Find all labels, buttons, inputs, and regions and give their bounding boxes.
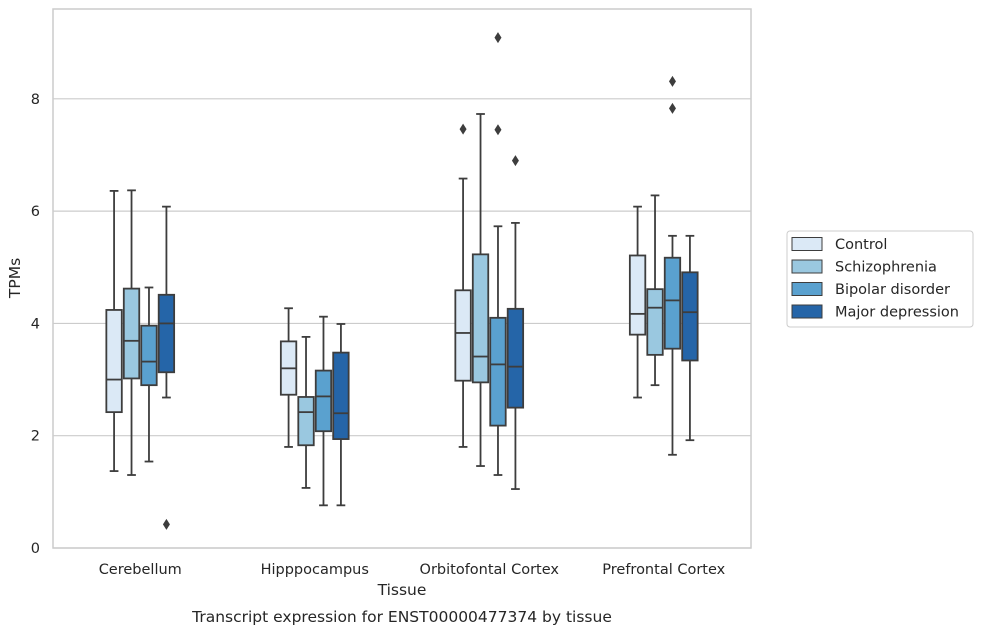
outlier-marker	[459, 123, 467, 135]
box-body	[140, 324, 158, 387]
box-bipolar-disorder	[489, 32, 507, 476]
box-body	[471, 253, 490, 384]
x-tick-label: Cerebellum	[99, 562, 182, 578]
box-control	[628, 205, 647, 399]
box-body	[105, 309, 123, 414]
y-tick-label: 8	[31, 92, 40, 108]
box-body	[157, 293, 176, 374]
outlier-marker	[162, 518, 170, 530]
x-tick-label: Orbitofontal Cortex	[420, 562, 560, 578]
legend-frame	[786, 230, 974, 328]
x-tick-label: Prefrontal Cortex	[602, 562, 725, 578]
chart-caption: Transcript expression for ENST0000047737…	[191, 608, 612, 626]
box-body	[489, 316, 507, 427]
box-control	[105, 190, 123, 472]
outlier-marker	[494, 32, 502, 44]
box-body	[628, 254, 647, 336]
box-bipolar-disorder	[663, 75, 682, 456]
legend-swatch	[791, 304, 823, 319]
box-control	[279, 307, 298, 448]
box-body	[681, 271, 699, 362]
y-axis-label: TPMs	[6, 258, 24, 299]
box-body	[646, 288, 664, 356]
outlier-marker	[494, 124, 502, 136]
box-schizophrenia	[297, 335, 315, 489]
box-control	[454, 123, 472, 448]
box-schizophrenia	[122, 189, 141, 476]
outlier-marker	[511, 155, 519, 167]
legend: Control Schizophrenia Bipolar disorder Majo…	[786, 230, 974, 328]
outlier-marker	[668, 102, 676, 114]
legend-swatch	[791, 237, 823, 251]
y-tick-label: 2	[31, 429, 40, 445]
y-tick-label: 0	[31, 541, 40, 557]
box-body	[297, 396, 315, 447]
y-tick-label: 6	[31, 204, 40, 220]
box-bipolar-disorder	[140, 286, 158, 463]
box-bipolar-disorder	[314, 315, 333, 507]
legend-label: Control	[835, 237, 887, 253]
box-body	[314, 369, 333, 433]
box-body	[332, 351, 350, 440]
legend-label: Major depression	[835, 305, 959, 321]
x-tick-label: Hipppocampus	[261, 562, 369, 578]
box-major-depression	[681, 234, 699, 442]
box-groups	[105, 32, 699, 530]
box-body	[506, 307, 525, 409]
gridlines	[53, 98, 751, 549]
legend-label: Bipolar disorder	[835, 282, 950, 298]
box-schizophrenia	[471, 113, 490, 467]
outlier-marker	[668, 75, 676, 87]
x-axis-ticks: Cerebellum Hipppocampus Orbitofontal Corte…	[99, 562, 726, 578]
box-body	[663, 256, 682, 350]
legend-label: Schizophrenia	[835, 260, 937, 276]
box-major-depression	[506, 155, 525, 490]
legend-swatch	[791, 282, 823, 296]
box-body	[122, 287, 141, 380]
y-axis-ticks: 0 2 4 6 8	[31, 92, 40, 557]
box-body	[454, 289, 472, 382]
box-major-depression	[332, 323, 350, 507]
box-major-depression	[157, 205, 176, 530]
box-schizophrenia	[646, 194, 664, 387]
plot-frame	[52, 8, 752, 549]
legend-swatch	[791, 259, 823, 274]
x-axis-label: Tissue	[377, 581, 427, 599]
y-tick-label: 4	[31, 316, 40, 332]
